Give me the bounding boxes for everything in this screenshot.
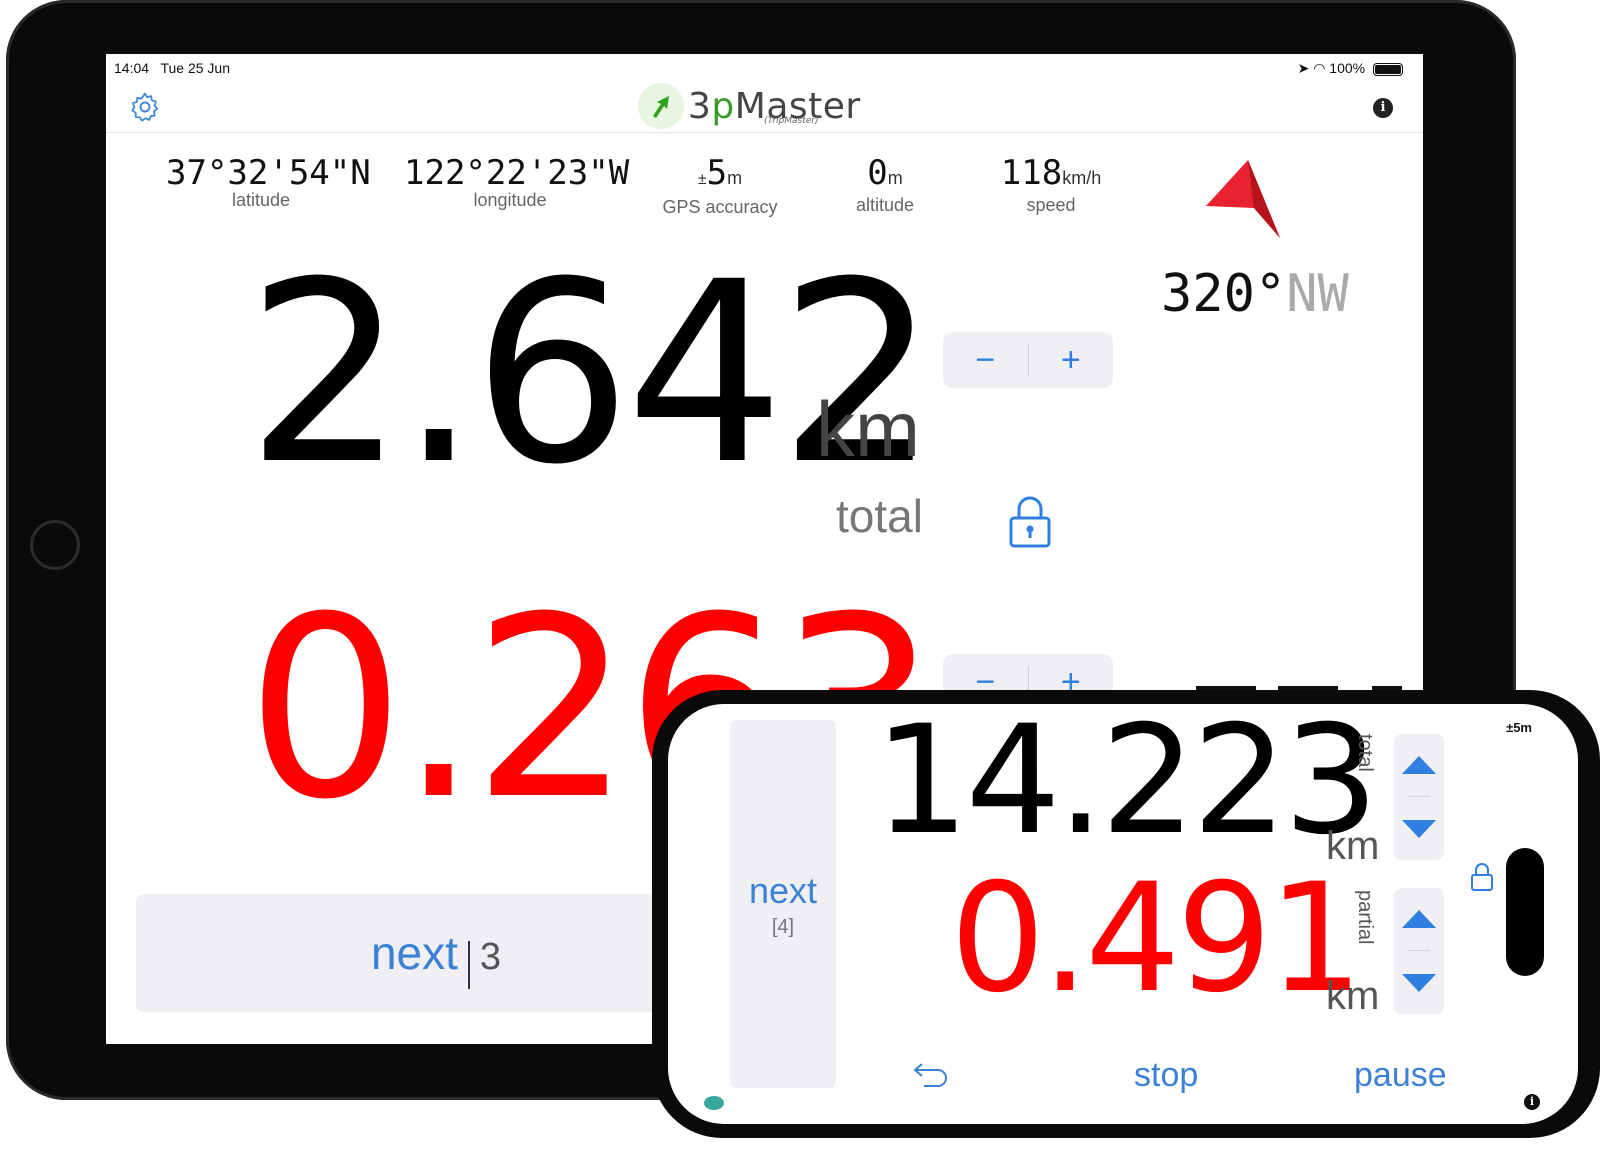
gps-accuracy-label: GPS accuracy bbox=[662, 197, 778, 217]
next-button[interactable]: next [4] bbox=[730, 720, 836, 1088]
total-increment-button[interactable]: + bbox=[1060, 341, 1081, 379]
logo-arrow-icon bbox=[638, 83, 684, 129]
side-handle[interactable] bbox=[1506, 848, 1544, 976]
battery-percent: 100% bbox=[1329, 60, 1366, 76]
status-dot bbox=[704, 1096, 724, 1110]
heading-arrow-icon bbox=[1206, 160, 1280, 238]
longitude-value: 122°22'23"W bbox=[404, 153, 630, 193]
gps-accuracy-stat: ±5m GPS accuracy bbox=[650, 154, 790, 218]
total-distance-value: 2.642 bbox=[246, 228, 938, 519]
speed-label: speed bbox=[1026, 195, 1076, 215]
altitude-label: altitude bbox=[855, 195, 915, 215]
info-icon[interactable]: i bbox=[1524, 1094, 1540, 1110]
chevron-up-icon[interactable] bbox=[1402, 756, 1436, 774]
gps-accuracy-value: 5 bbox=[706, 153, 728, 193]
chevron-up-icon[interactable] bbox=[1402, 910, 1436, 928]
wifi-icon: ◠ bbox=[1313, 60, 1326, 76]
next-label: next bbox=[370, 927, 458, 979]
latitude-label: latitude bbox=[231, 190, 291, 210]
partial-distance-unit: km bbox=[1326, 974, 1380, 1018]
gps-accuracy-value: ±5m bbox=[1506, 720, 1532, 735]
battery-icon bbox=[1373, 62, 1403, 76]
heading-direction: NW bbox=[1286, 264, 1349, 324]
total-stepper bbox=[1394, 734, 1444, 860]
info-icon[interactable]: i bbox=[1373, 98, 1393, 118]
stop-button[interactable]: stop bbox=[1134, 1056, 1199, 1094]
heading-degrees: 320° bbox=[1161, 264, 1287, 324]
total-label: total bbox=[836, 490, 923, 542]
iphone-screen: ±5m next [4] 14.223 km total 0.491 km pa… bbox=[668, 704, 1578, 1124]
app-subtitle: (TripMaster) bbox=[764, 116, 819, 126]
speed-value: 118 bbox=[1000, 153, 1063, 193]
altitude-value: 0 bbox=[867, 153, 888, 193]
next-label: next bbox=[748, 870, 818, 911]
pause-button[interactable]: pause bbox=[1354, 1056, 1447, 1094]
heading-readout: 320°NW bbox=[1161, 264, 1349, 324]
next-count: 3 bbox=[479, 936, 502, 978]
longitude-stat: 122°22'23"W longitude bbox=[404, 153, 630, 211]
status-time: 14:04 bbox=[114, 60, 150, 76]
top-bar: 3pMaster (TripMaster) i bbox=[106, 80, 1423, 133]
partial-label: partial bbox=[1354, 890, 1376, 945]
undo-icon[interactable] bbox=[912, 1056, 950, 1092]
lock-icon[interactable] bbox=[1470, 862, 1494, 892]
status-date: Tue 25 Jun bbox=[160, 60, 230, 76]
latitude-value: 37°32'54"N bbox=[166, 153, 371, 193]
iphone-device: ±5m next [4] 14.223 km total 0.491 km pa… bbox=[652, 690, 1600, 1138]
lock-icon[interactable] bbox=[1008, 494, 1052, 550]
total-distance-unit: km bbox=[1326, 824, 1380, 868]
next-button[interactable]: next 3 bbox=[136, 894, 736, 1012]
latitude-stat: 37°32'54"N latitude bbox=[166, 153, 371, 211]
gear-icon[interactable] bbox=[128, 90, 162, 124]
location-arrow-icon: ➤ bbox=[1297, 60, 1310, 76]
total-distance-value: 14.223 bbox=[874, 704, 1379, 868]
speed-stat: 118km/h speed bbox=[986, 154, 1116, 216]
chevron-down-icon[interactable] bbox=[1402, 974, 1436, 992]
app-name: 3pMaster bbox=[688, 85, 861, 127]
partial-stepper bbox=[1394, 888, 1444, 1014]
next-count: [4] bbox=[771, 916, 795, 938]
total-decrement-button[interactable]: − bbox=[975, 341, 996, 379]
longitude-label: longitude bbox=[473, 190, 547, 210]
status-bar: 14:04 Tue 25 Jun ➤ ◠ 100% bbox=[114, 60, 1403, 80]
altitude-stat: 0m altitude bbox=[840, 154, 930, 216]
partial-distance-value: 0.491 bbox=[950, 852, 1363, 1026]
chevron-down-icon[interactable] bbox=[1402, 820, 1436, 838]
app-logo: 3pMaster (TripMaster) bbox=[638, 80, 861, 132]
ipad-home-button[interactable] bbox=[30, 520, 80, 570]
total-distance-unit: km bbox=[816, 385, 920, 473]
total-stepper: − + bbox=[943, 332, 1113, 388]
total-label: total bbox=[1354, 734, 1376, 772]
